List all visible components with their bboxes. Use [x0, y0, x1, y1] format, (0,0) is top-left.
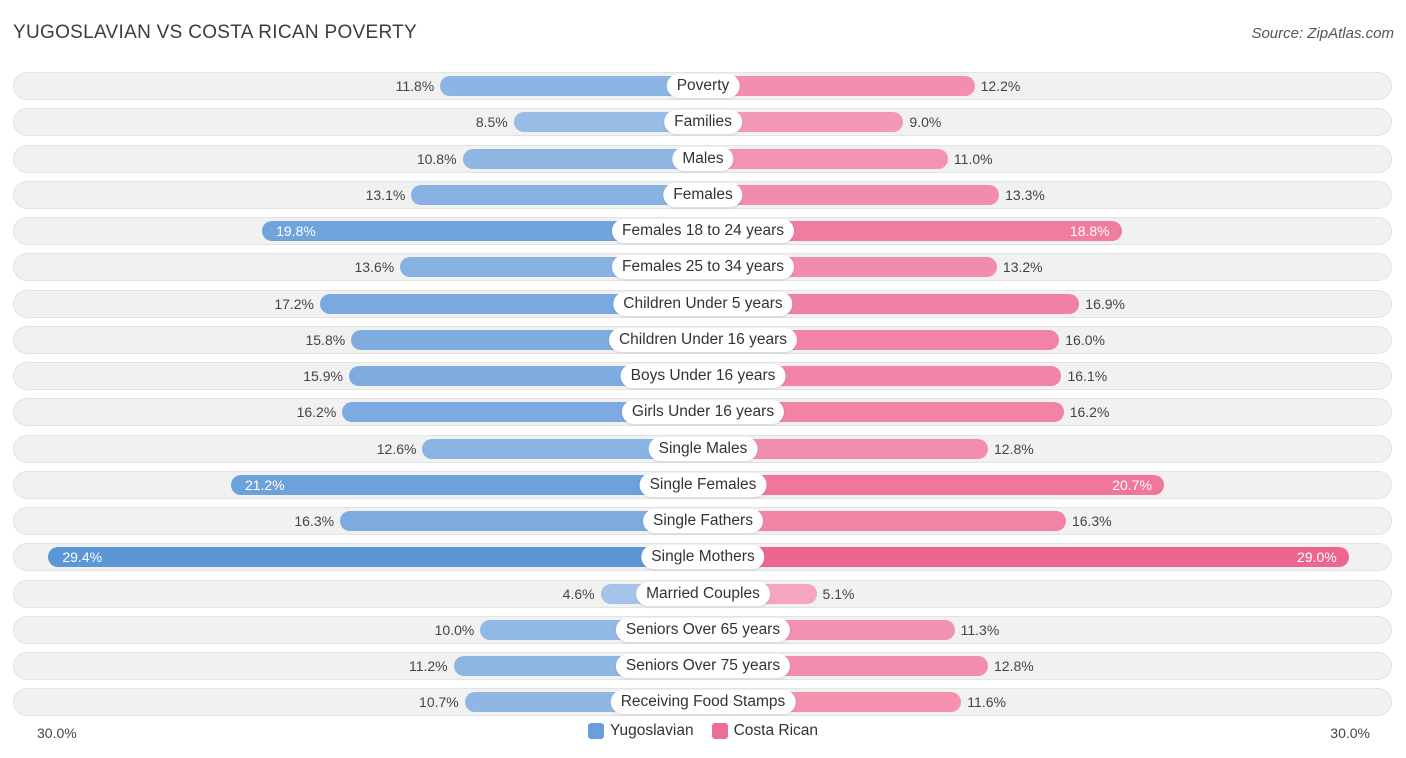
category-label: Single Males: [648, 436, 758, 461]
value-label-costa-rican: 18.8%: [1069, 223, 1110, 239]
legend-label-costa-rican: Costa Rican: [733, 722, 819, 739]
value-label-yugoslavian: 10.7%: [419, 694, 459, 711]
bar-yugoslavian[interactable]: [340, 511, 703, 531]
value-label-yugoslavian: 15.9%: [303, 368, 343, 384]
value-label-yugoslavian: 15.8%: [305, 331, 346, 348]
value-label-costa-rican: 12.8%: [994, 440, 1034, 457]
legend-item-yugoslavian[interactable]: Yugoslavian: [587, 722, 694, 740]
value-label-yugoslavian: 10.0%: [434, 621, 475, 638]
bar-yugoslavian[interactable]: [422, 438, 703, 459]
category-label: Females 25 to 34 years: [612, 255, 794, 280]
value-label-costa-rican: 16.9%: [1085, 295, 1125, 312]
legend-swatch-costa-rican: [711, 723, 728, 739]
category-label: Poverty: [666, 74, 740, 98]
legend: Yugoslavian Costa Rican: [0, 722, 1406, 740]
value-label-costa-rican: 11.3%: [960, 621, 1000, 638]
value-label-costa-rican: 13.2%: [1002, 259, 1043, 276]
value-label-yugoslavian: 19.8%: [276, 223, 316, 239]
value-label-costa-rican: 11.0%: [953, 150, 993, 167]
bar-costa-rican[interactable]: [703, 366, 1062, 386]
value-label-costa-rican: 16.1%: [1067, 368, 1108, 384]
source-note: Source: ZipAtlas.com: [1251, 25, 1394, 42]
category-label: Girls Under 16 years: [621, 400, 785, 425]
value-label-costa-rican: 5.1%: [822, 585, 855, 602]
bar-yugoslavian[interactable]: [342, 402, 703, 423]
value-label-yugoslavian: 21.2%: [244, 476, 285, 493]
bar-yugoslavian[interactable]: [411, 184, 703, 205]
category-label: Married Couples: [636, 581, 770, 606]
value-label-costa-rican: 16.3%: [1071, 513, 1112, 529]
category-label: Single Females: [639, 472, 767, 497]
value-label-yugoslavian: 13.6%: [354, 259, 395, 276]
category-label: Females 18 to 24 years: [612, 219, 794, 243]
bar-costa-rican[interactable]: [703, 511, 1066, 531]
value-label-yugoslavian: 29.4%: [62, 549, 103, 566]
value-label-yugoslavian: 16.3%: [294, 513, 335, 529]
bar-costa-rican[interactable]: [703, 438, 988, 459]
value-label-yugoslavian: 17.2%: [274, 295, 315, 312]
axis-label-left: 30.0%: [37, 725, 77, 741]
legend-swatch-yugoslavian: [587, 723, 604, 739]
category-label: Seniors Over 75 years: [615, 654, 791, 678]
bar-costa-rican[interactable]: [703, 221, 1122, 241]
value-label-yugoslavian: 10.8%: [416, 150, 457, 167]
bar-yugoslavian[interactable]: [440, 76, 703, 96]
category-label: Children Under 16 years: [608, 327, 798, 352]
bar-yugoslavian[interactable]: [320, 293, 703, 314]
value-label-costa-rican: 12.8%: [994, 658, 1034, 674]
legend-item-costa-rican[interactable]: Costa Rican: [711, 722, 819, 740]
category-label: Receiving Food Stamps: [610, 690, 796, 715]
bar-costa-rican[interactable]: [703, 293, 1080, 314]
value-label-yugoslavian: 4.6%: [562, 585, 595, 602]
bar-costa-rican[interactable]: [703, 112, 904, 133]
bar-costa-rican[interactable]: [703, 547, 1349, 568]
value-label-costa-rican: 16.0%: [1065, 331, 1105, 348]
bar-costa-rican[interactable]: [703, 184, 1000, 205]
bar-yugoslavian[interactable]: [462, 148, 703, 169]
category-label: Single Mothers: [641, 545, 765, 570]
bar-yugoslavian[interactable]: [262, 221, 703, 241]
category-label: Males: [672, 146, 734, 171]
category-label: Seniors Over 65 years: [615, 617, 791, 642]
bar-yugoslavian[interactable]: [230, 474, 703, 495]
value-label-costa-rican: 13.3%: [1005, 186, 1045, 203]
value-label-yugoslavian: 8.5%: [475, 114, 508, 131]
value-label-yugoslavian: 16.2%: [296, 404, 337, 421]
value-label-costa-rican: 12.2%: [980, 78, 1021, 94]
category-label: Children Under 5 years: [613, 291, 793, 316]
bar-yugoslavian[interactable]: [348, 366, 703, 386]
value-label-costa-rican: 20.7%: [1112, 476, 1152, 493]
bar-yugoslavian[interactable]: [513, 112, 703, 133]
category-label: Single Fathers: [643, 509, 763, 533]
value-label-yugoslavian: 11.8%: [395, 78, 435, 94]
value-label-costa-rican: 16.2%: [1069, 404, 1110, 421]
value-label-costa-rican: 9.0%: [909, 114, 942, 131]
value-label-yugoslavian: 11.2%: [408, 658, 448, 674]
axis-label-right: 30.0%: [1330, 725, 1370, 741]
chart-title: YUGOSLAVIAN VS COSTA RICAN POVERTY: [13, 22, 418, 43]
bar-yugoslavian[interactable]: [48, 547, 703, 568]
bar-costa-rican[interactable]: [703, 148, 948, 169]
category-label: Families: [664, 110, 742, 135]
bar-costa-rican[interactable]: [703, 402, 1064, 423]
value-label-costa-rican: 29.0%: [1297, 549, 1337, 566]
value-label-costa-rican: 11.6%: [967, 694, 1006, 711]
category-label: Boys Under 16 years: [620, 364, 786, 388]
bar-costa-rican[interactable]: [703, 474, 1164, 495]
category-label: Females: [663, 182, 743, 207]
value-label-yugoslavian: 13.1%: [365, 186, 406, 203]
value-label-yugoslavian: 12.6%: [376, 440, 417, 457]
legend-label-yugoslavian: Yugoslavian: [609, 722, 694, 739]
bar-costa-rican[interactable]: [703, 76, 975, 96]
